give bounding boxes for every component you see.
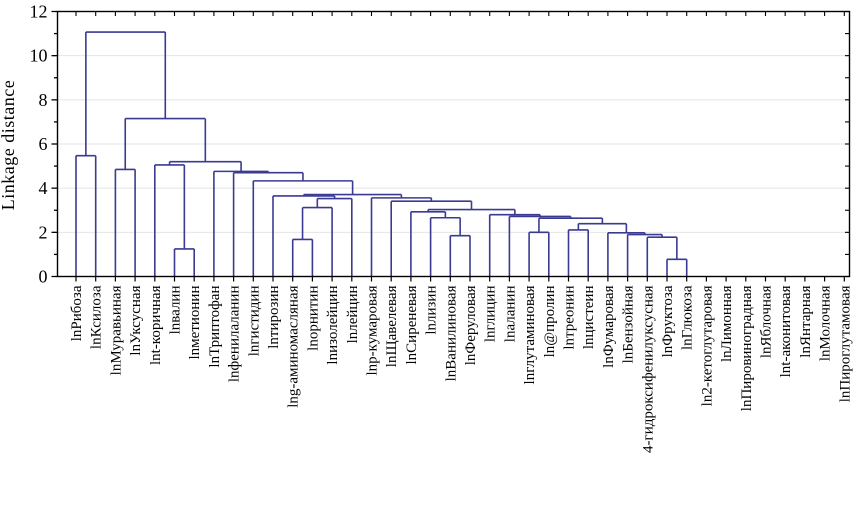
y-axis-tick-label: 8: [39, 90, 48, 110]
x-axis-label: lnСиреневая: [404, 285, 420, 364]
x-axis-label: lnметионин: [187, 286, 203, 360]
x-axis-label: lnЯблочная: [759, 285, 775, 358]
x-axis-label: lnвалин: [168, 286, 184, 335]
x-axis-label: lnПироглутамовая: [837, 285, 853, 402]
x-axis-label: lnтреонин: [562, 286, 578, 350]
x-axis-label: lnВанилиновая: [443, 285, 459, 381]
x-axis-label: lnУксусная: [128, 285, 144, 355]
y-axis-tick-label: 0: [39, 267, 48, 287]
y-axis-tick-label: 4: [39, 178, 48, 198]
x-axis-label: lnорнитин: [305, 286, 321, 351]
x-axis-label: lnФруктоза: [660, 285, 676, 357]
x-axis-label: lnЩавелевая: [384, 285, 400, 367]
x-axis-label: lnГлюкоза: [680, 285, 696, 350]
x-axis-label: lnлизин: [424, 286, 440, 335]
x-axis-label: lnБензойная: [621, 285, 637, 363]
x-axis-label: lnЛимонная: [719, 285, 735, 362]
y-axis-tick-label: 2: [39, 222, 48, 242]
x-axis-label: ln2-кетоглутаровая: [699, 285, 715, 406]
x-axis-label: lnФеруловая: [463, 285, 479, 365]
x-axis-label: lnМуравьиная: [108, 285, 124, 375]
x-axis-label: lnглутаминовая: [522, 285, 538, 384]
x-axis-label: ln@пролин: [542, 286, 558, 358]
y-axis-tick-label: 10: [30, 46, 48, 66]
y-axis-title: Linkage distance: [0, 79, 18, 211]
x-axis-label: lnаланин: [502, 286, 518, 343]
x-axis-label: lnЯнтарная: [798, 285, 814, 357]
x-axis-label: lnфенилаланин: [227, 286, 243, 383]
x-axis-label: lnp-кумаровая: [365, 285, 381, 375]
x-axis-label: lnизолейцин: [325, 286, 341, 365]
x-axis-label: lng-аминомасляная: [286, 285, 302, 407]
x-axis-label: lnКсилоза: [89, 285, 105, 349]
x-axis-label: lnРибоза: [69, 285, 85, 341]
x-axis-label: lnt-коричная: [148, 285, 164, 365]
x-axis-label: lnТриптофан: [207, 286, 223, 368]
x-axis-label: lnФумаровая: [601, 285, 617, 367]
x-axis-label: lnцистеин: [581, 286, 597, 350]
y-axis-tick-label: 12: [30, 2, 48, 22]
y-axis-tick-label: 6: [39, 134, 48, 154]
x-axis-label: lnt-аконитовая: [778, 285, 794, 377]
x-axis-label: lnгистидин: [246, 286, 262, 357]
x-axis-label: lnглицин: [483, 286, 499, 343]
x-axis-label: lnМолочная: [818, 285, 834, 361]
x-axis-label: lnтирозин: [266, 286, 282, 349]
x-axis-label: lnПировиноградная: [739, 285, 755, 411]
x-axis-label: lnлейцин: [345, 286, 361, 344]
x-axis-label: 4-гидроксифенилуксусная: [640, 285, 656, 453]
